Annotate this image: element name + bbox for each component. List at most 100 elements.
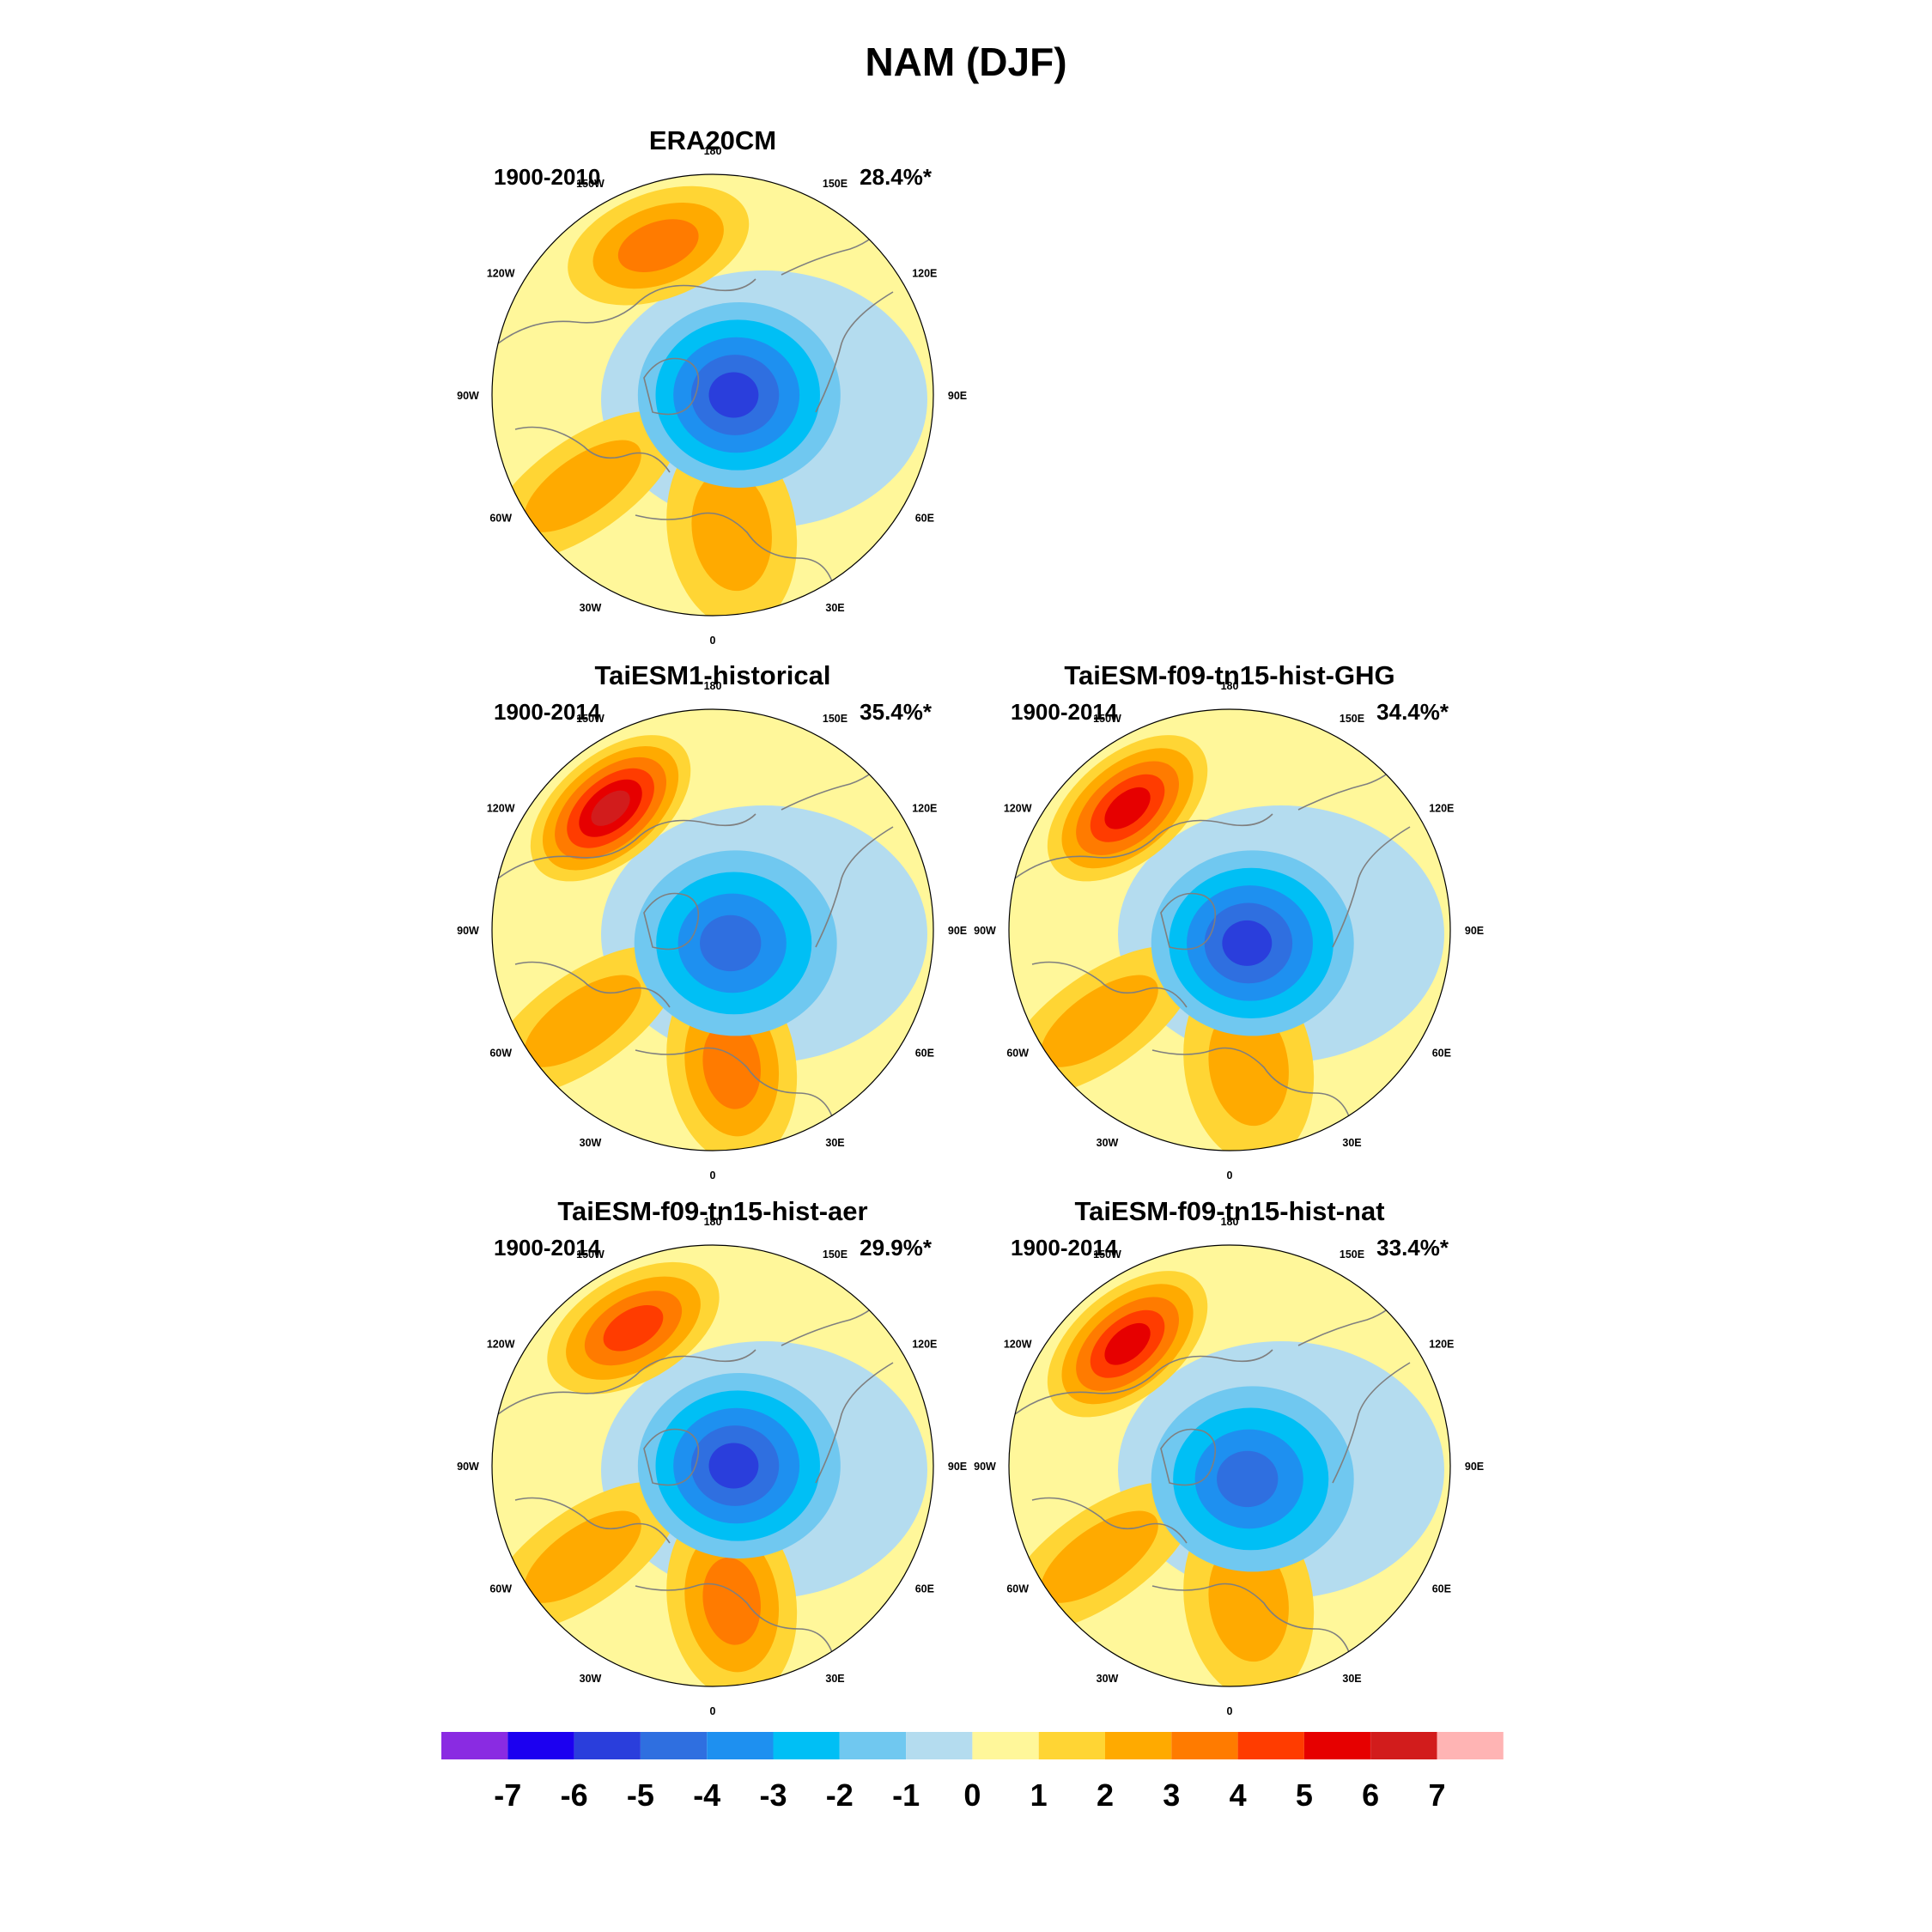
western-band-contour bbox=[524, 440, 641, 532]
longitude-label: 180 bbox=[1221, 680, 1239, 692]
longitude-label: 30W bbox=[580, 1137, 602, 1149]
western-band-contour bbox=[1041, 975, 1158, 1067]
colorbar-label: -7 bbox=[494, 1777, 521, 1813]
colorbar-swatch bbox=[773, 1732, 840, 1759]
longitude-label: 90W bbox=[457, 1461, 479, 1473]
longitude-label: 30E bbox=[825, 1673, 844, 1685]
coastline bbox=[1332, 826, 1411, 948]
longitude-label: 60W bbox=[489, 513, 512, 525]
longitude-label: 120W bbox=[1004, 803, 1032, 815]
longitude-label: 120W bbox=[487, 268, 515, 280]
longitude-labels: 180 150W 150E 120W 120E 90W 90E 60W 60E 30W 30E 0 bbox=[974, 680, 1484, 1182]
pacific-high-contour bbox=[603, 1305, 664, 1352]
polar-low-contour bbox=[708, 372, 759, 418]
colorbar-swatch bbox=[906, 1732, 973, 1759]
map-panels: ERA20CM 1900-2010 28.4%* 180 150W 150E 120W 120… bbox=[457, 125, 1484, 1717]
longitude-label: 30W bbox=[1097, 1673, 1119, 1685]
panel-variance: 35.4%* bbox=[860, 699, 933, 725]
longitude-label: 120E bbox=[1429, 803, 1454, 815]
colorbar-swatch bbox=[707, 1732, 774, 1759]
longitude-label: 120E bbox=[912, 803, 937, 815]
coastline bbox=[1031, 961, 1188, 1008]
longitude-label: 120E bbox=[912, 1339, 937, 1351]
longitude-label: 60E bbox=[915, 1048, 934, 1060]
colorbar-label: 0 bbox=[963, 1777, 981, 1813]
colorbar-swatch bbox=[507, 1732, 574, 1759]
coastline bbox=[497, 278, 756, 344]
coastline bbox=[815, 826, 894, 948]
coastline bbox=[1332, 1362, 1411, 1484]
nam-field bbox=[492, 709, 933, 1151]
coastlines bbox=[1014, 749, 1411, 1120]
longitude-label: 150W bbox=[576, 178, 605, 190]
colorbar-label: 7 bbox=[1428, 1777, 1445, 1813]
longitude-label: 180 bbox=[704, 145, 722, 157]
coastline bbox=[635, 512, 834, 585]
longitude-label: 150W bbox=[1093, 1249, 1121, 1261]
longitude-label: 30W bbox=[580, 602, 602, 614]
colorbar-label: 2 bbox=[1097, 1777, 1114, 1813]
polar-low-contour bbox=[1222, 920, 1273, 966]
colorbar-swatch bbox=[640, 1732, 708, 1759]
colorbar-swatch bbox=[1171, 1732, 1238, 1759]
coastline bbox=[497, 813, 756, 879]
panel-title: ERA20CM bbox=[649, 125, 776, 155]
longitude-label: 150W bbox=[576, 1249, 605, 1261]
longitude-label: 30W bbox=[1097, 1137, 1119, 1149]
longitude-labels: 180 150W 150E 120W 120E 90W 90E 60W 60E 30W 30E 0 bbox=[457, 145, 967, 647]
longitude-label: 60E bbox=[1432, 1583, 1451, 1595]
colorbar-label: 6 bbox=[1362, 1777, 1379, 1813]
pacific-high-contour bbox=[1104, 1322, 1151, 1365]
coastline bbox=[1014, 813, 1273, 879]
colorbar-label: 3 bbox=[1163, 1777, 1180, 1813]
colorbar-swatch bbox=[574, 1732, 641, 1759]
colorbar-swatch bbox=[1237, 1732, 1304, 1759]
map-border bbox=[491, 173, 934, 617]
longitude-label: 60W bbox=[1006, 1583, 1029, 1595]
coastline bbox=[815, 1362, 894, 1484]
longitude-label: 120E bbox=[912, 268, 937, 280]
longitude-label: 180 bbox=[704, 1216, 722, 1228]
panel-variance: 34.4%* bbox=[1376, 699, 1449, 725]
longitude-label: 30E bbox=[825, 602, 844, 614]
atlantic-high-contour bbox=[1208, 1540, 1289, 1662]
coastline bbox=[1031, 1497, 1188, 1544]
coastline bbox=[514, 1497, 671, 1544]
polar-low-contour bbox=[708, 1443, 759, 1489]
panel-period: 1900-2014 bbox=[494, 1235, 601, 1261]
map-panel-taiesm1-historical: TaiESM1-historical 1900-2014 35.4%* 180 150W… bbox=[457, 660, 967, 1182]
colorbar-label: -3 bbox=[759, 1777, 787, 1813]
panel-variance: 29.9%* bbox=[860, 1235, 933, 1261]
panel-period: 1900-2014 bbox=[494, 699, 601, 725]
map-border bbox=[491, 708, 934, 1151]
longitude-label: 150E bbox=[823, 1249, 848, 1261]
colorbar-swatch bbox=[1105, 1732, 1172, 1759]
colorbar: -7 -6 -5 -4 -3 -2 -1 0 1 2 3 4 5 6 7 bbox=[441, 1732, 1504, 1813]
longitude-labels: 180 150W 150E 120W 120E 90W 90E 60W 60E 30W 30E 0 bbox=[457, 680, 967, 1182]
polar-low-contour bbox=[700, 914, 762, 972]
panel-title: TaiESM1-historical bbox=[594, 660, 830, 690]
colorbar-swatch bbox=[441, 1732, 508, 1759]
longitude-label: 150E bbox=[823, 178, 848, 190]
longitude-label: 60W bbox=[489, 1583, 512, 1595]
longitude-label: 90W bbox=[457, 925, 479, 937]
colorbar-swatch bbox=[972, 1732, 1039, 1759]
longitude-label: 0 bbox=[1227, 1170, 1233, 1182]
colorbar-label: -5 bbox=[627, 1777, 654, 1813]
map-panel-era20cm: ERA20CM 1900-2010 28.4%* 180 150W 150E 120W 120… bbox=[457, 125, 967, 647]
atlantic-high-contour bbox=[702, 1021, 761, 1109]
coastline bbox=[514, 426, 671, 473]
longitude-label: 90W bbox=[974, 925, 996, 937]
nam-field bbox=[1009, 1245, 1450, 1686]
coastline bbox=[815, 291, 894, 413]
coastline bbox=[1151, 1047, 1351, 1120]
colorbar-swatch bbox=[839, 1732, 907, 1759]
longitude-label: 120W bbox=[487, 1339, 515, 1351]
map-border bbox=[491, 1244, 934, 1687]
colorbar-label: -2 bbox=[826, 1777, 854, 1813]
colorbar-label: 5 bbox=[1296, 1777, 1313, 1813]
panel-period: 1900-2014 bbox=[1011, 1235, 1118, 1261]
